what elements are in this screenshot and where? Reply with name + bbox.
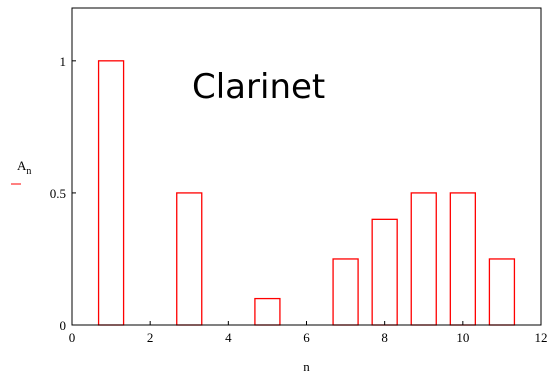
y-tick-label: 0.5	[50, 186, 66, 201]
bar-n-9	[410, 192, 437, 326]
x-tick-label: 10	[456, 330, 469, 345]
x-axis-label: n	[303, 359, 310, 374]
x-tick-label: 12	[535, 330, 548, 345]
x-tick-label: 2	[147, 330, 154, 345]
x-tick-label: 0	[69, 330, 76, 345]
x-ticks-group: 0 2 4 6 8 10 12	[69, 321, 548, 345]
x-tick-label: 8	[381, 330, 388, 345]
x-tick-label: 6	[303, 330, 310, 345]
y-ticks-group: 00.51	[50, 54, 76, 333]
x-tick-label: 4	[225, 330, 232, 345]
plot-frame	[71, 7, 542, 326]
bar-n-8	[371, 218, 398, 326]
bar-n-3	[176, 192, 203, 326]
y-axis-label-subscript: n	[26, 166, 31, 177]
y-tick-label: 0	[60, 318, 67, 333]
chart-title: Clarinet	[192, 67, 325, 107]
bar-n-7	[332, 258, 359, 326]
bar-n-5	[254, 297, 281, 326]
bar-n-1	[97, 60, 125, 326]
y-tick-label: 1	[60, 54, 67, 69]
bar-n-11	[488, 258, 516, 326]
bar-n-10	[449, 192, 476, 326]
y-axis-label-main: An	[17, 158, 31, 177]
y-axis-label: An	[11, 158, 31, 185]
